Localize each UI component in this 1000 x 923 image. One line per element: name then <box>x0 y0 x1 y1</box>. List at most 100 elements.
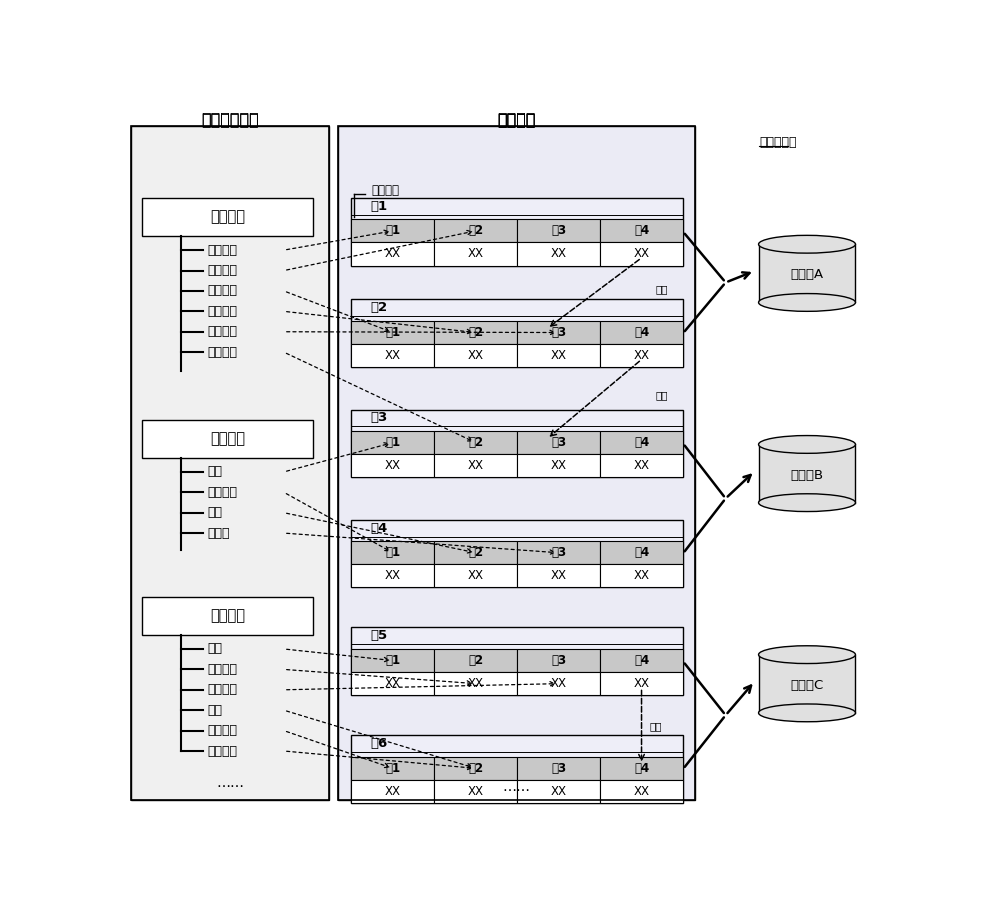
Bar <box>517 243 600 266</box>
Bar <box>600 672 683 695</box>
Text: XX: XX <box>468 569 484 582</box>
Text: 列1: 列1 <box>385 761 400 774</box>
Text: 相关属性: 相关属性 <box>207 284 237 297</box>
Text: 名称: 名称 <box>207 642 222 655</box>
Text: 数据库B: 数据库B <box>790 469 824 482</box>
Text: XX: XX <box>551 247 567 260</box>
Text: XX: XX <box>385 349 401 362</box>
Text: XX: XX <box>385 460 401 473</box>
Bar <box>351 243 434 266</box>
Bar <box>351 198 683 266</box>
Bar <box>434 757 517 780</box>
Bar <box>517 649 600 672</box>
Text: XX: XX <box>551 349 567 362</box>
Text: XX: XX <box>468 349 484 362</box>
Text: 关联: 关联 <box>655 390 668 401</box>
Text: XX: XX <box>634 460 650 473</box>
Text: 读取数据库: 读取数据库 <box>759 136 796 149</box>
Bar <box>434 564 517 587</box>
Text: 对应关系: 对应关系 <box>371 184 399 197</box>
Bar <box>517 672 600 695</box>
Bar <box>434 649 517 672</box>
Text: 关联: 关联 <box>655 284 668 294</box>
Bar <box>600 243 683 266</box>
Bar <box>759 654 855 713</box>
Text: 列2: 列2 <box>468 546 483 559</box>
Bar <box>338 126 695 800</box>
Bar <box>600 321 683 344</box>
Text: 相关图片: 相关图片 <box>207 745 237 758</box>
Text: 列4: 列4 <box>634 326 649 339</box>
Text: XX: XX <box>385 785 401 798</box>
Bar <box>600 757 683 780</box>
Ellipse shape <box>759 235 855 253</box>
Bar <box>434 321 517 344</box>
Text: 设计案例: 设计案例 <box>210 210 245 224</box>
Bar <box>600 344 683 367</box>
Text: 列3: 列3 <box>551 437 566 450</box>
Text: 设计知识类别: 设计知识类别 <box>201 111 259 126</box>
Bar <box>338 126 695 800</box>
Text: 列1: 列1 <box>385 546 400 559</box>
Bar <box>351 410 683 477</box>
Text: 列4: 列4 <box>634 437 649 450</box>
Bar <box>351 321 434 344</box>
Text: 创建时间: 创建时间 <box>207 485 237 498</box>
Text: 列2: 列2 <box>468 437 483 450</box>
Ellipse shape <box>759 494 855 511</box>
Bar <box>434 780 517 803</box>
Text: 创建人员: 创建人员 <box>207 663 237 676</box>
Text: XX: XX <box>634 569 650 582</box>
Bar <box>131 126 329 800</box>
Text: XX: XX <box>634 349 650 362</box>
Text: 列3: 列3 <box>551 546 566 559</box>
Bar <box>351 520 683 587</box>
Text: XX: XX <box>551 677 567 690</box>
Bar <box>434 454 517 477</box>
Text: 关联: 关联 <box>649 721 662 731</box>
Text: 列4: 列4 <box>634 654 649 667</box>
Text: 表3: 表3 <box>371 412 388 425</box>
Bar <box>759 445 855 503</box>
Ellipse shape <box>759 646 855 664</box>
Text: 列1: 列1 <box>385 326 400 339</box>
Ellipse shape <box>759 436 855 453</box>
Ellipse shape <box>759 235 855 253</box>
Text: XX: XX <box>385 677 401 690</box>
Bar <box>759 245 855 303</box>
Text: XX: XX <box>385 247 401 260</box>
Text: 数据库表: 数据库表 <box>497 113 536 127</box>
Text: XX: XX <box>468 460 484 473</box>
Text: 相关视频: 相关视频 <box>207 345 237 359</box>
Ellipse shape <box>759 436 855 453</box>
Text: 描述: 描述 <box>207 506 222 520</box>
Bar <box>517 321 600 344</box>
Bar <box>351 757 434 780</box>
Bar <box>600 564 683 587</box>
Text: 数据库A: 数据库A <box>790 269 824 282</box>
Bar <box>517 780 600 803</box>
Bar <box>517 564 600 587</box>
Bar <box>434 220 517 243</box>
Text: 表4: 表4 <box>371 521 388 534</box>
Bar <box>517 220 600 243</box>
Text: 列3: 列3 <box>551 326 566 339</box>
Ellipse shape <box>759 704 855 722</box>
Bar <box>517 541 600 564</box>
Text: 表6: 表6 <box>371 737 388 750</box>
Bar <box>517 454 600 477</box>
Text: 列4: 列4 <box>634 546 649 559</box>
Bar <box>434 344 517 367</box>
Bar <box>434 672 517 695</box>
Text: ……: …… <box>502 780 530 794</box>
Text: XX: XX <box>468 785 484 798</box>
Ellipse shape <box>759 294 855 311</box>
Text: 列3: 列3 <box>551 654 566 667</box>
Bar <box>600 541 683 564</box>
Text: 数据库C: 数据库C <box>790 679 824 692</box>
Text: XX: XX <box>385 569 401 582</box>
Text: 描述: 描述 <box>207 703 222 716</box>
Bar <box>351 628 683 695</box>
Bar <box>351 736 683 803</box>
Text: XX: XX <box>634 247 650 260</box>
